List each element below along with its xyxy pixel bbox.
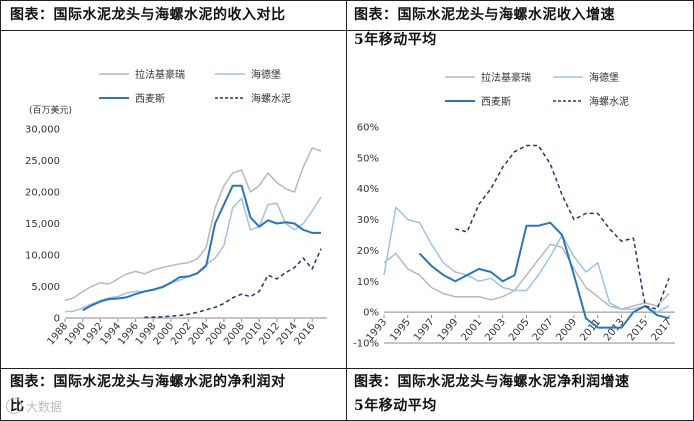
x-tick-label: 2017 xyxy=(650,317,675,344)
series-line-lafarge xyxy=(383,243,670,310)
series-line-heidelberg xyxy=(64,196,322,313)
legend-label-conch: 海螺水泥 xyxy=(589,95,629,108)
legend-label-conch: 海螺水泥 xyxy=(251,92,291,105)
series-line-heidelberg xyxy=(383,206,670,313)
x-tick-label: 2001 xyxy=(460,317,485,344)
border-top xyxy=(0,0,694,1)
y-tick-label: 0% xyxy=(363,308,379,319)
series-line-cemex xyxy=(82,184,321,312)
legend-label-lafarge: 拉法基豪瑞 xyxy=(135,68,185,81)
legend-label-cemex: 西麦斯 xyxy=(135,92,165,105)
series-line-cemex xyxy=(418,221,670,329)
x-tick-label: 2013 xyxy=(602,317,627,344)
caption-bottom-right-line2: 5年移动平均 xyxy=(354,398,437,414)
x-tick-label: 2016 xyxy=(293,321,318,348)
y-tick-label: 10,000 xyxy=(25,251,60,262)
border-chart-bottom xyxy=(0,368,694,369)
x-tick-label: 2015 xyxy=(626,317,651,344)
y-tick-label: 5,000 xyxy=(31,282,60,293)
legend-label-cemex: 西麦斯 xyxy=(481,95,511,108)
y-tick-label: 20% xyxy=(357,246,379,257)
series-line-conch xyxy=(455,144,670,310)
y-axis-label: (百万美元) xyxy=(29,104,72,116)
watermark: 大数据 xyxy=(6,398,62,415)
y-tick-label: 25,000 xyxy=(25,156,60,167)
x-tick-label: 2003 xyxy=(483,317,508,344)
y-tick-label: 10% xyxy=(357,277,379,288)
y-tick-label: 30,000 xyxy=(25,125,60,136)
x-tick-label: 1995 xyxy=(388,317,413,344)
y-tick-label: -10% xyxy=(353,339,379,350)
series-line-lafarge xyxy=(64,147,322,302)
border-middle xyxy=(346,0,347,421)
y-tick-label: 15,000 xyxy=(25,219,60,230)
border-header-bottom xyxy=(0,30,694,31)
caption-top-right-line2: 5年移动平均 xyxy=(354,32,437,48)
y-tick-label: 20,000 xyxy=(25,188,60,199)
x-tick-label: 2005 xyxy=(507,317,532,344)
x-tick-label: 2007 xyxy=(531,317,556,344)
legend-label-heidelberg: 海德堡 xyxy=(589,71,619,84)
x-tick-label: 2009 xyxy=(555,317,580,344)
x-tick-label: 1999 xyxy=(436,317,461,344)
caption-bottom-right-line1: 图表：国际水泥龙头与海螺水泥净利润增速 xyxy=(354,374,630,390)
caption-top-left: 图表：国际水泥龙头与海螺水泥的收入对比 xyxy=(10,7,286,23)
y-tick-label: 40% xyxy=(357,184,379,195)
y-tick-label: 50% xyxy=(357,153,379,164)
x-tick-label: 1997 xyxy=(412,317,437,344)
series-line-conch xyxy=(144,248,322,319)
legend-label-lafarge: 拉法基豪瑞 xyxy=(481,71,531,84)
caption-bottom-left-line1: 图表：国际水泥龙头与海螺水泥的净利润对 xyxy=(10,374,286,390)
watermark-text: 大数据 xyxy=(26,400,63,414)
legend-label-heidelberg: 海德堡 xyxy=(251,68,281,81)
watermark-logo-icon xyxy=(6,398,22,414)
y-tick-label: 60% xyxy=(357,123,379,134)
y-tick-label: 0 xyxy=(54,314,60,325)
caption-top-right-line1: 图表：国际水泥龙头与海螺水泥收入增速 xyxy=(354,7,615,23)
border-left xyxy=(0,0,1,421)
y-tick-label: 30% xyxy=(357,215,379,226)
